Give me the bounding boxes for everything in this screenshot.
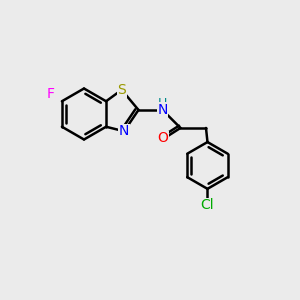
Text: F: F bbox=[46, 88, 54, 101]
Text: N: N bbox=[157, 103, 168, 117]
Text: N: N bbox=[119, 124, 129, 138]
Text: H: H bbox=[158, 97, 167, 110]
Text: Cl: Cl bbox=[201, 198, 214, 212]
Text: S: S bbox=[117, 83, 126, 97]
Text: O: O bbox=[157, 131, 168, 146]
